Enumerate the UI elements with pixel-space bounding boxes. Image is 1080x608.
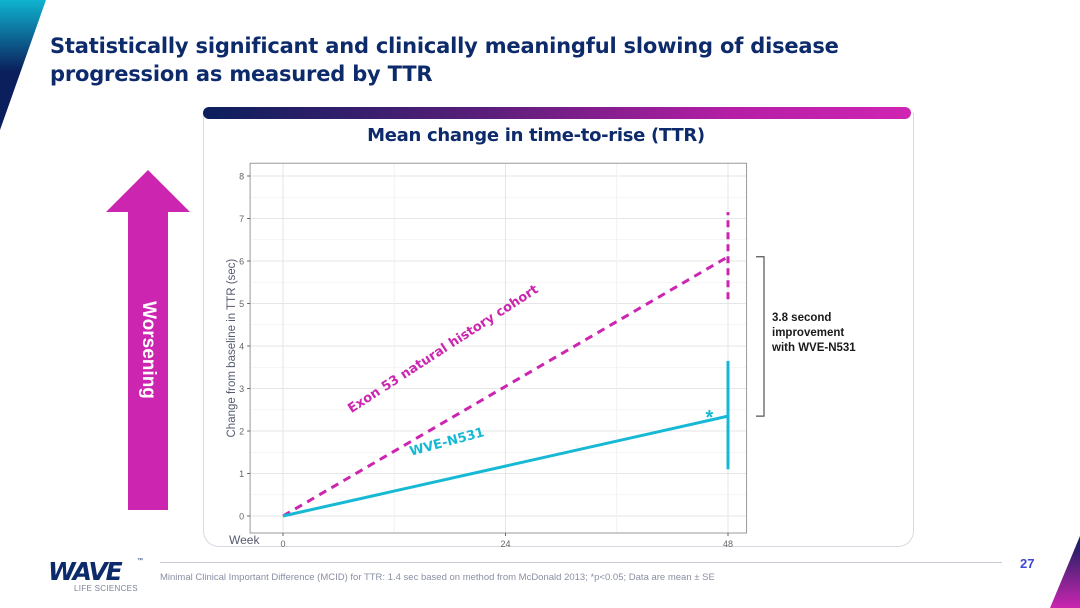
y-axis-ticks: 0 1 2 3 4 5 6 7 8	[239, 172, 251, 522]
series	[282, 212, 730, 518]
corner-decoration-bottom-right	[1050, 536, 1080, 608]
significance-asterisk: *	[706, 407, 714, 429]
y-tick-label: 8	[239, 172, 244, 182]
footnote: Minimal Clinical Important Difference (M…	[160, 572, 715, 583]
x-axis-ticks: 0 24 48	[280, 533, 733, 549]
slide-title: Statistically significant and clinically…	[50, 34, 839, 86]
x-tick-label: 24	[500, 539, 510, 549]
grid	[250, 163, 747, 533]
series-label-exon53: Exon 53 natural history cohort	[345, 282, 541, 416]
gradient-header-bar	[203, 107, 911, 119]
logo-trademark: ™	[137, 558, 143, 564]
y-tick-label: 1	[239, 469, 244, 479]
y-tick-label: 6	[239, 257, 244, 267]
x-tick-label: 0	[280, 539, 285, 549]
y-tick-label: 7	[239, 214, 244, 224]
y-tick-label: 2	[239, 427, 244, 437]
improvement-line-2: improvement	[772, 327, 845, 339]
chart-card	[203, 113, 914, 547]
page-number: 27	[1020, 556, 1035, 571]
improvement-line-3: with WVE-N531	[772, 342, 856, 354]
corner-decoration-top-left	[0, 0, 46, 130]
improvement-line-1: 3.8 second	[772, 312, 832, 324]
series-label-wve-n531: WVE-N531	[408, 425, 486, 459]
y-tick-label: 3	[239, 384, 244, 394]
worsening-arrow-icon	[106, 170, 190, 510]
y-tick-label: 0	[239, 512, 244, 522]
chart-title: Mean change in time-to-rise (TTR)	[367, 125, 705, 146]
logo-subtitle: LIFE SCIENCES	[74, 584, 138, 593]
y-tick-label: 5	[239, 299, 244, 309]
improvement-annotation: 3.8 second improvement with WVE-N531	[772, 311, 856, 356]
y-tick-label: 4	[239, 342, 244, 352]
wave-logo: WAVE ™ LIFE SCIENCES	[48, 557, 143, 597]
y-axis-label: Change from baseline in TTR (sec)	[226, 259, 238, 438]
series-line-1	[282, 414, 729, 518]
series-line-0	[282, 255, 729, 518]
x-axis-label: Week	[229, 533, 260, 547]
improvement-bracket	[756, 256, 765, 417]
footer-divider	[160, 562, 1002, 563]
x-tick-label: 48	[723, 539, 733, 549]
plot-frame	[249, 162, 748, 534]
logo-wordmark: WAVE	[48, 557, 123, 586]
